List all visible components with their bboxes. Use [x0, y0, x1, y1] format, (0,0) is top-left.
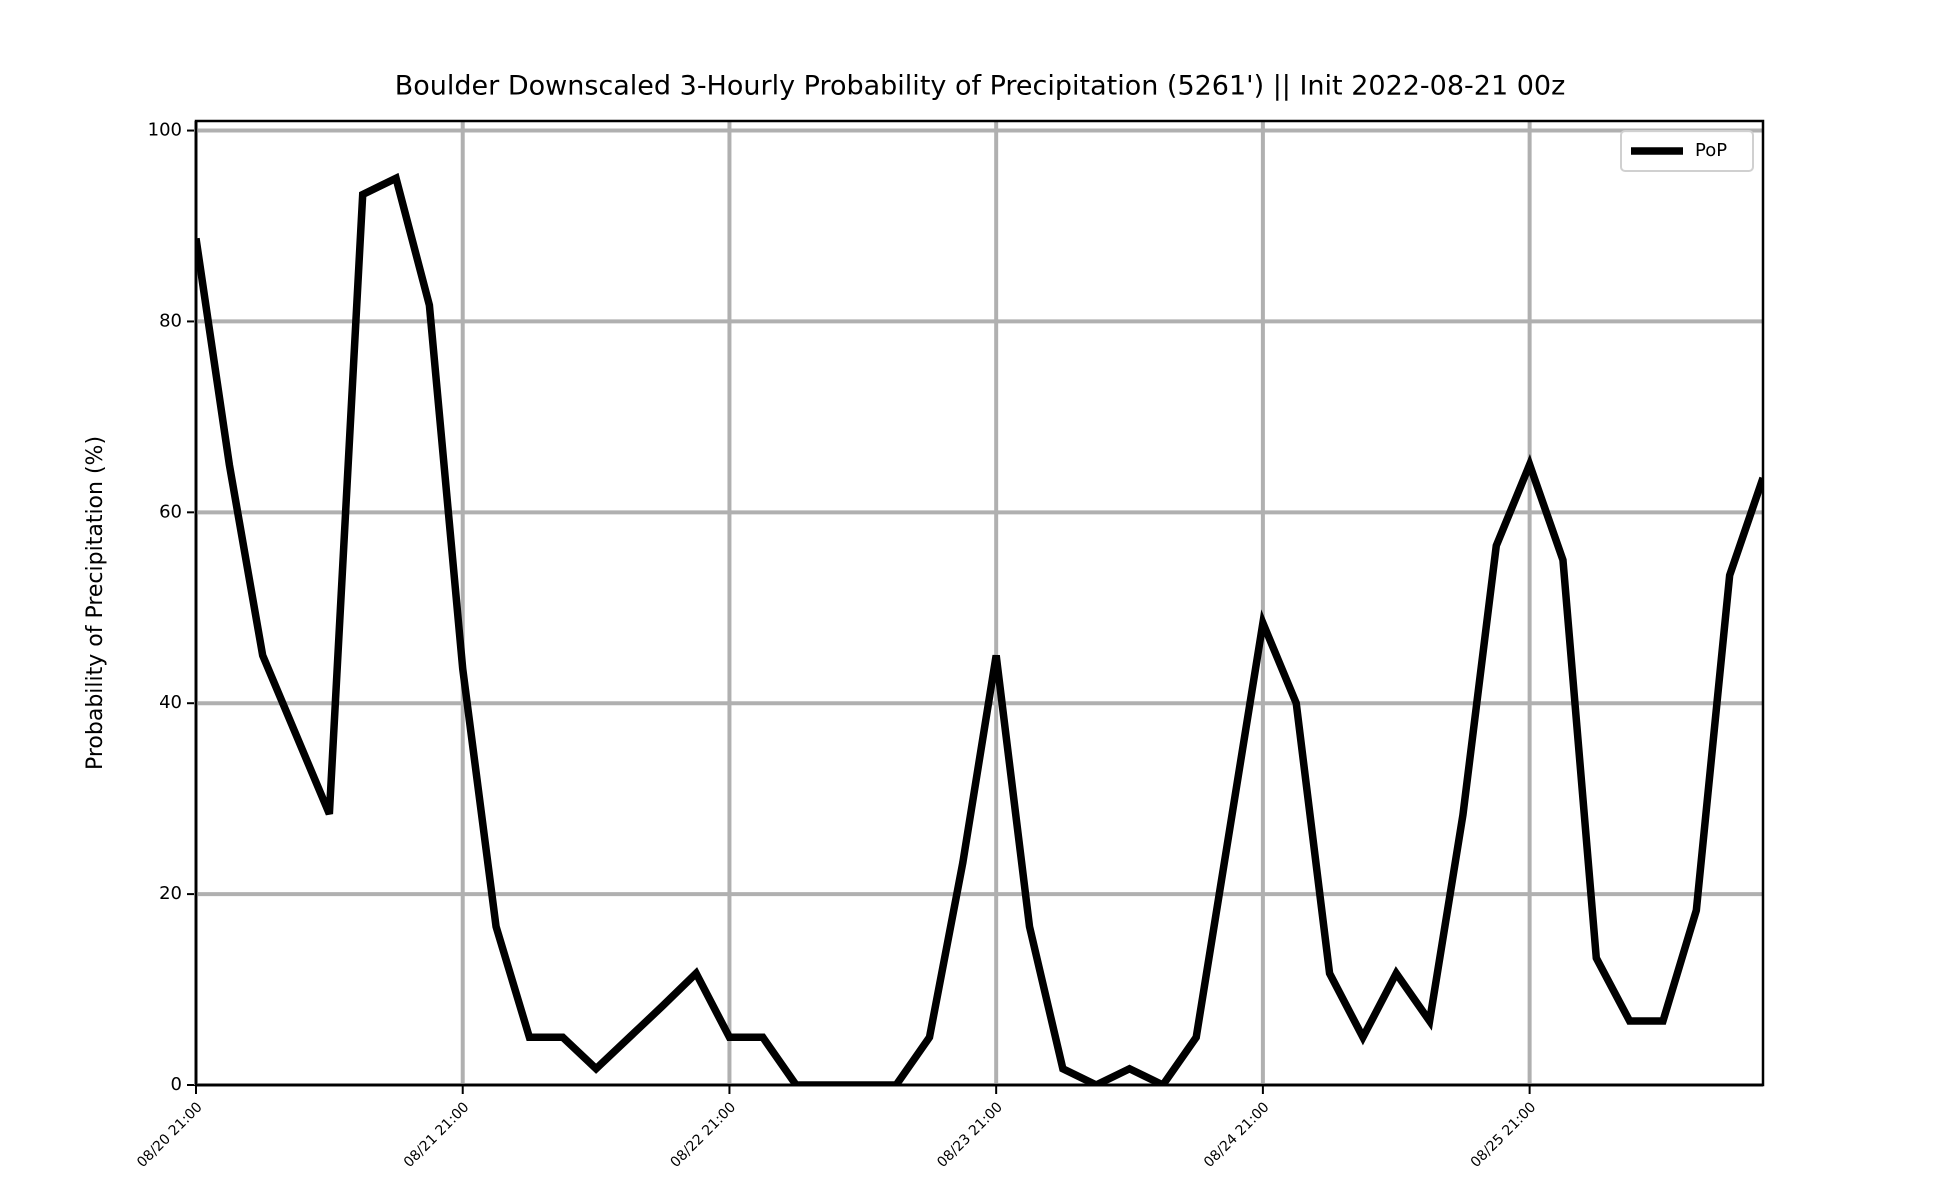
y-tick-label: 40	[159, 692, 182, 713]
y-axis-label: Probability of Precipitation (%)	[83, 436, 108, 770]
y-tick-label: 60	[159, 501, 182, 522]
legend-box	[1620, 130, 1754, 172]
y-tick-label: 20	[159, 883, 182, 904]
chart-title: Boulder Downscaled 3-Hourly Probability …	[395, 71, 1566, 102]
y-tick-label: 100	[148, 120, 182, 141]
y-tick-label: 0	[171, 1074, 182, 1095]
y-tick-label: 80	[159, 310, 182, 331]
plot-frame	[194, 119, 1765, 1087]
data-line	[196, 172, 1763, 1085]
legend-label: PoP	[1695, 140, 1727, 161]
plot-area	[196, 172, 1763, 1085]
